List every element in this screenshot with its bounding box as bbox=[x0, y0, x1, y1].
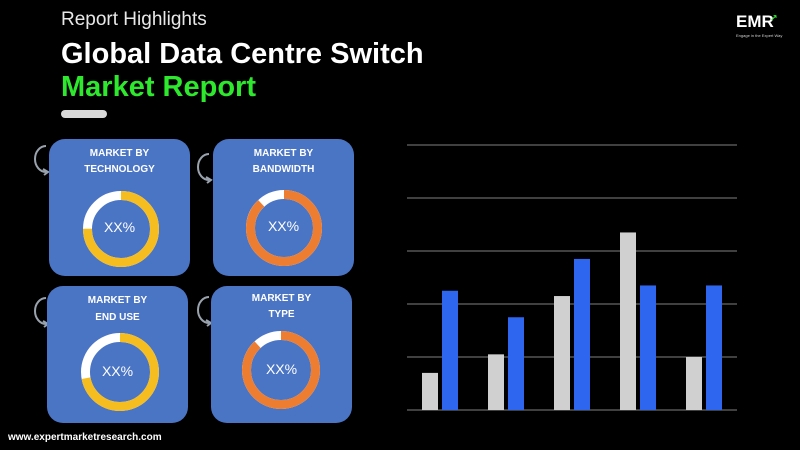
donut-value: XX% bbox=[101, 363, 134, 379]
chart-bar-series2-5 bbox=[706, 285, 722, 410]
bar-chart bbox=[407, 144, 737, 411]
donut-value: XX% bbox=[265, 361, 298, 377]
donut-ring bbox=[83, 191, 159, 267]
emr-logo: EMR ↗ Engage in the Expert Way bbox=[736, 12, 790, 42]
donut-ring bbox=[242, 331, 320, 409]
footer-url: www.expertmarketresearch.com bbox=[8, 432, 162, 443]
market-card-technology: MARKET BY TECHNOLOGY XX% bbox=[49, 139, 190, 276]
card-label-line2: BANDWIDTH bbox=[252, 164, 315, 175]
card-label-line2: TECHNOLOGY bbox=[84, 164, 155, 175]
donut-arc bbox=[81, 333, 159, 411]
donut-ring bbox=[81, 333, 159, 411]
chart-bar-series2-4 bbox=[640, 285, 656, 410]
chart-bar-series1-4 bbox=[620, 232, 636, 410]
chart-bar-series1-5 bbox=[686, 357, 702, 410]
logo-tagline: Engage in the Expert Way bbox=[736, 33, 783, 38]
title-underline-bar bbox=[61, 110, 107, 118]
card-label-line2: END USE bbox=[95, 312, 140, 323]
market-card-bandwidth: MARKET BY BANDWIDTH XX% bbox=[213, 139, 354, 276]
logo-arrow-icon: ↗ bbox=[770, 13, 778, 23]
logo-text: EMR bbox=[736, 12, 774, 31]
donut-arc bbox=[83, 191, 159, 267]
chart-bar-series1-3 bbox=[554, 296, 570, 410]
card-label-line1: MARKET BY bbox=[253, 148, 314, 159]
chart-bar-series2-3 bbox=[574, 258, 590, 410]
cycle-arrow-icon bbox=[34, 145, 50, 176]
report-title-line2: Market Report bbox=[61, 71, 256, 103]
report-subtitle: Report Highlights bbox=[61, 9, 207, 30]
market-card-type: MARKET BY TYPE XX% bbox=[211, 286, 352, 423]
chart-bar-series2-1 bbox=[442, 290, 458, 410]
chart-bar-series1-2 bbox=[488, 354, 504, 410]
card-label-line1: MARKET BY bbox=[251, 293, 312, 304]
card-label-line2: TYPE bbox=[268, 309, 295, 320]
card-label-line1: MARKET BY bbox=[89, 148, 150, 159]
report-title-line1: Global Data Centre Switch bbox=[61, 38, 424, 70]
chart-bar-series1-1 bbox=[422, 372, 438, 410]
donut-arc bbox=[246, 190, 322, 266]
market-card-end-use: MARKET BY END USE XX% bbox=[47, 286, 188, 423]
chart-bar-series2-2 bbox=[508, 317, 524, 410]
donut-value: XX% bbox=[103, 219, 136, 235]
donut-value: XX% bbox=[267, 218, 300, 234]
donut-ring bbox=[246, 190, 322, 266]
donut-arc bbox=[242, 331, 320, 409]
card-label-line1: MARKET BY bbox=[87, 295, 148, 306]
cycle-arrow-icon bbox=[197, 153, 213, 184]
